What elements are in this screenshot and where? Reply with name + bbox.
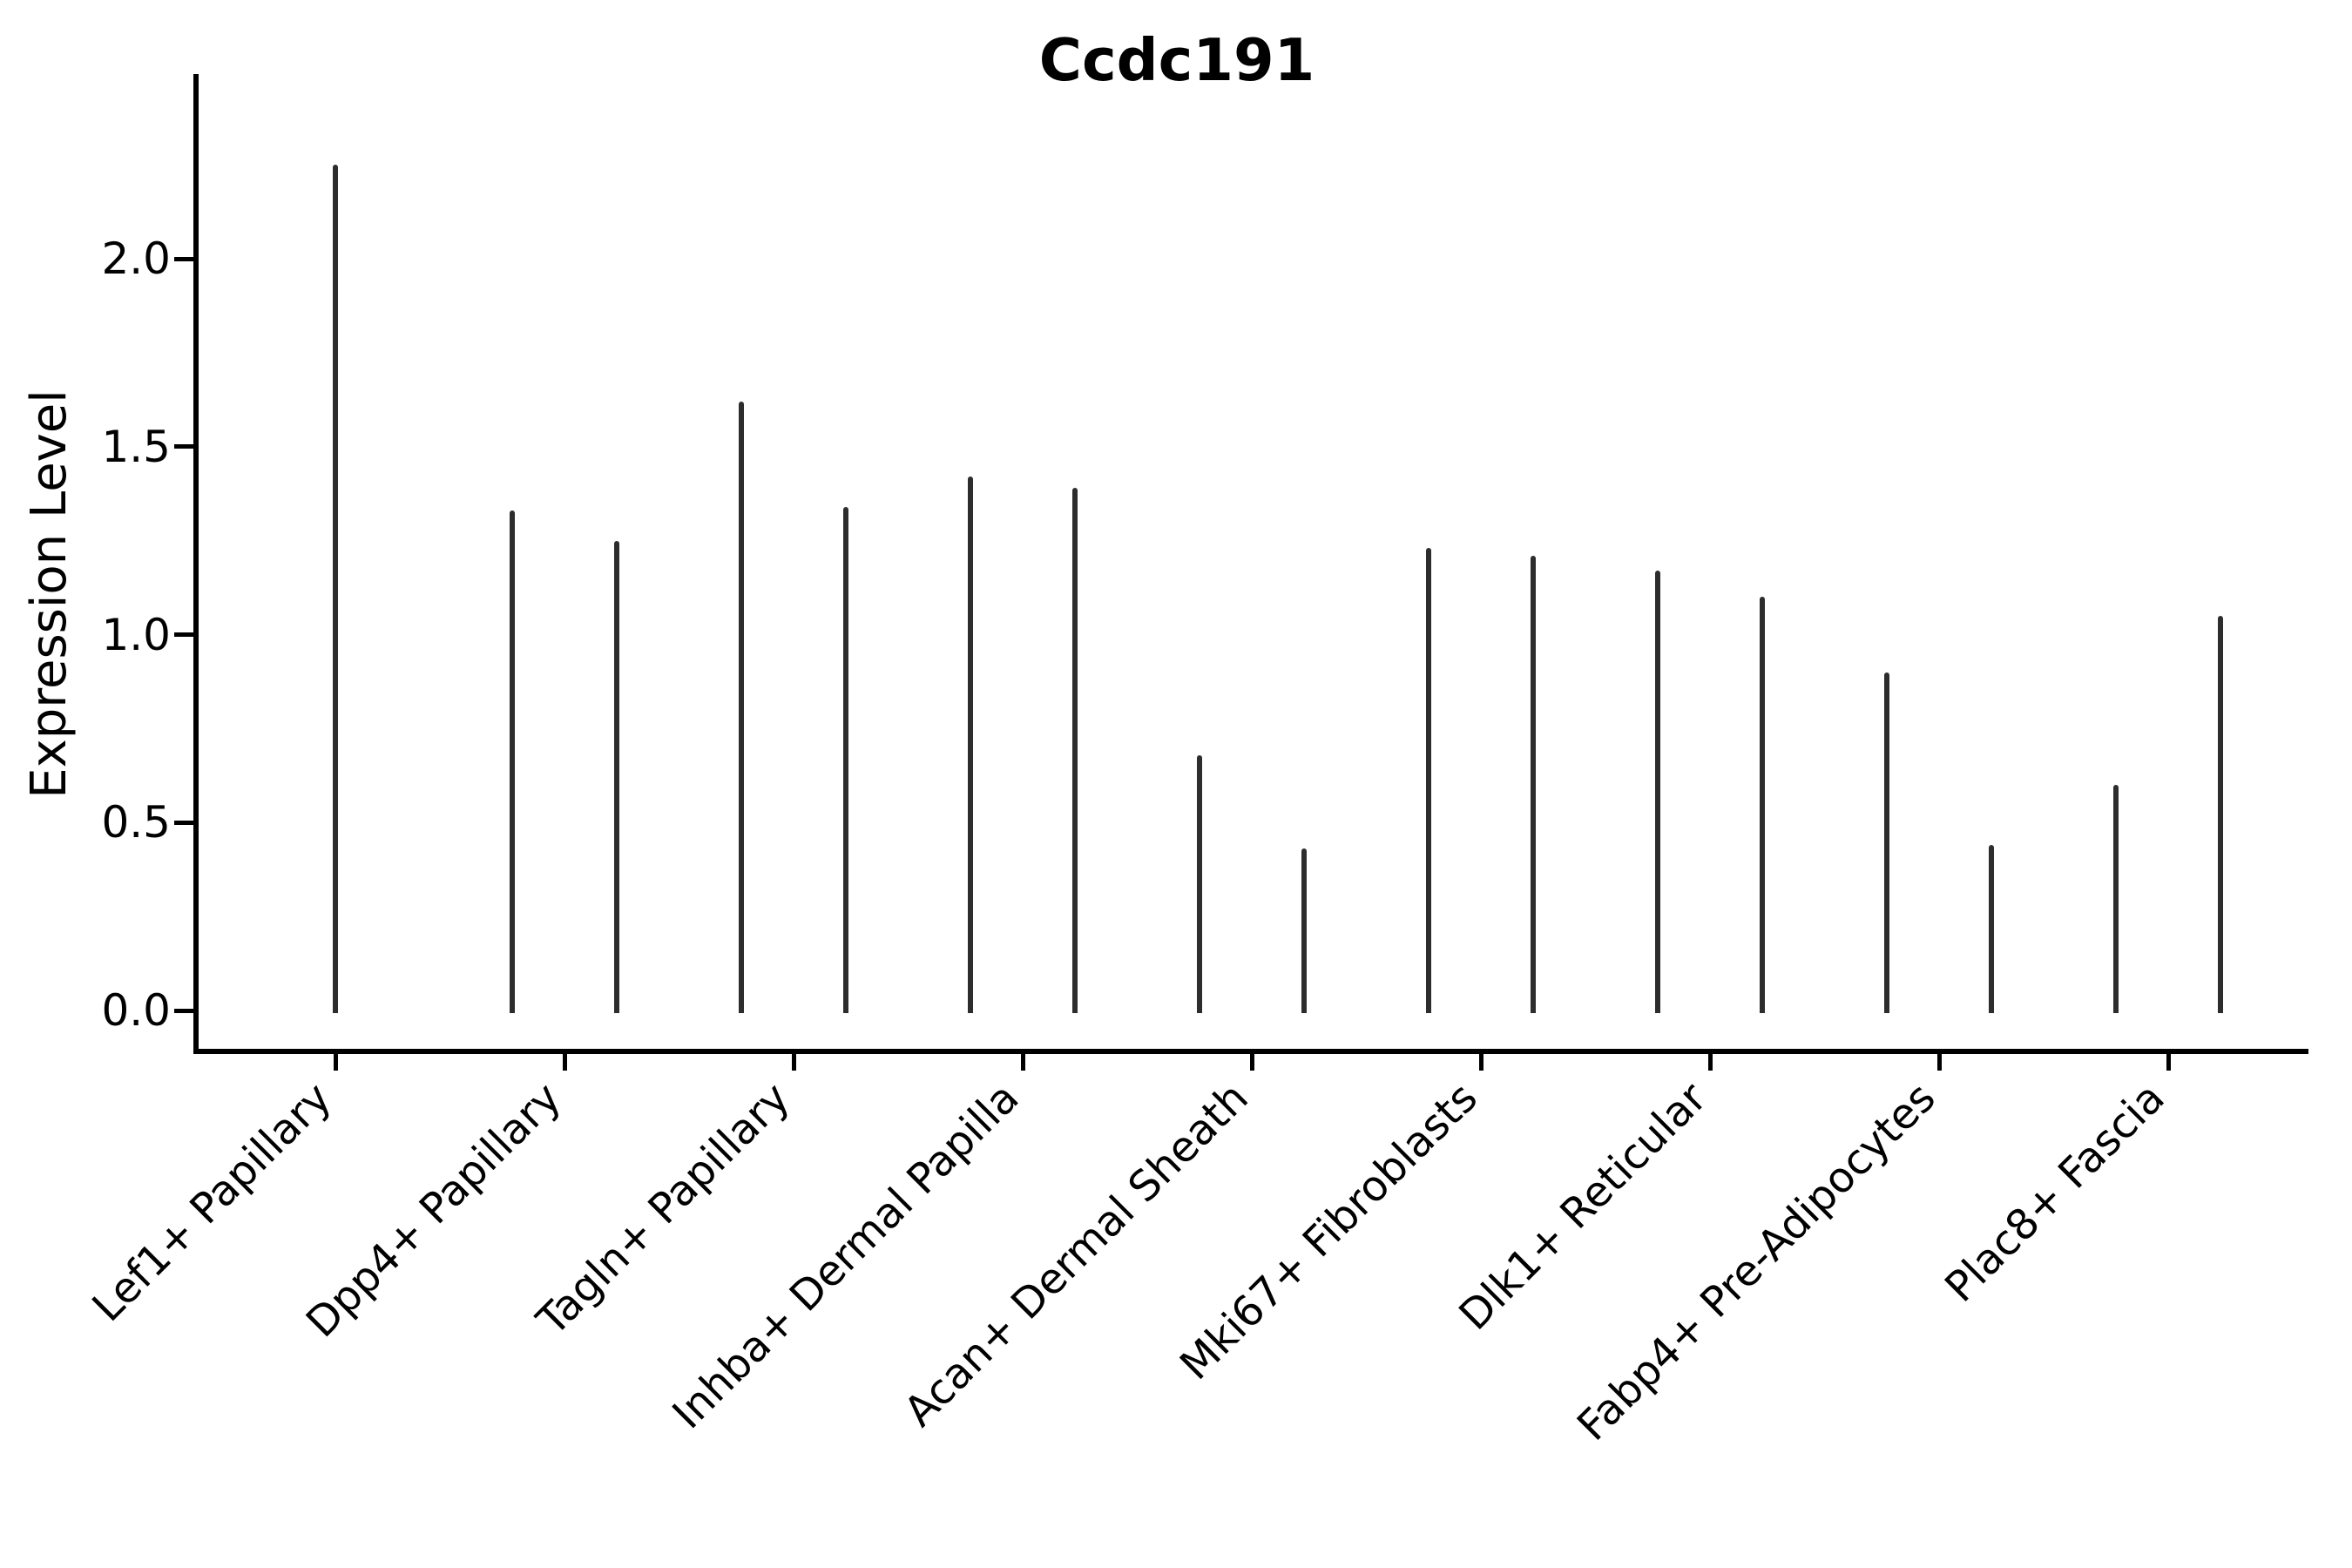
violin-spike	[1760, 597, 1765, 1013]
x-tick-mark	[333, 1051, 338, 1071]
violin-spike	[843, 506, 848, 1013]
violin-spike	[510, 510, 515, 1013]
x-tick-label: Tagln+ Papillary	[528, 1073, 800, 1345]
y-tick-label: 1.0	[101, 609, 171, 660]
violin-spike	[1884, 672, 1889, 1013]
chart-title: Ccdc191	[1038, 26, 1315, 94]
x-tick-mark	[1020, 1051, 1025, 1071]
x-tick-mark	[791, 1051, 796, 1071]
x-tick-mark	[1707, 1051, 1713, 1071]
y-tick-mark	[174, 820, 193, 825]
violin-spike	[2113, 785, 2119, 1013]
y-axis-line	[193, 74, 199, 1054]
x-tick-mark	[1478, 1051, 1484, 1071]
y-tick-label: 0.5	[101, 797, 171, 848]
violin-spike	[1301, 848, 1307, 1013]
x-tick-label: Dlk1+ Reticular	[1450, 1073, 1716, 1340]
violin-spike	[1197, 754, 1202, 1013]
x-tick-label: Plac8+ Fascia	[1936, 1073, 2174, 1312]
y-tick-label: 0.0	[101, 985, 171, 1036]
violin-spike	[1426, 548, 1431, 1013]
y-tick-mark	[174, 632, 193, 637]
violin-spike	[739, 401, 744, 1013]
y-tick-mark	[174, 444, 193, 449]
y-tick-mark	[174, 1008, 193, 1013]
violin-spike	[333, 165, 338, 1013]
y-tick-mark	[174, 256, 193, 261]
y-tick-label: 1.5	[101, 421, 171, 472]
x-tick-mark	[2166, 1051, 2171, 1071]
violin-spike	[1655, 571, 1660, 1013]
x-tick-label: Lef1+ Papillary	[83, 1073, 341, 1332]
violin-spike	[1072, 488, 1078, 1013]
x-tick-mark	[562, 1051, 567, 1071]
violin-spike	[614, 540, 619, 1013]
violin-spike	[2218, 615, 2223, 1013]
violin-spike	[1989, 845, 1994, 1013]
x-tick-mark	[1249, 1051, 1254, 1071]
y-tick-label: 2.0	[101, 233, 171, 284]
violin-spike	[968, 476, 973, 1013]
violin-spike	[1531, 555, 1536, 1013]
x-tick-label: Dpp4+ Papillary	[296, 1073, 571, 1348]
x-tick-mark	[1936, 1051, 1942, 1071]
